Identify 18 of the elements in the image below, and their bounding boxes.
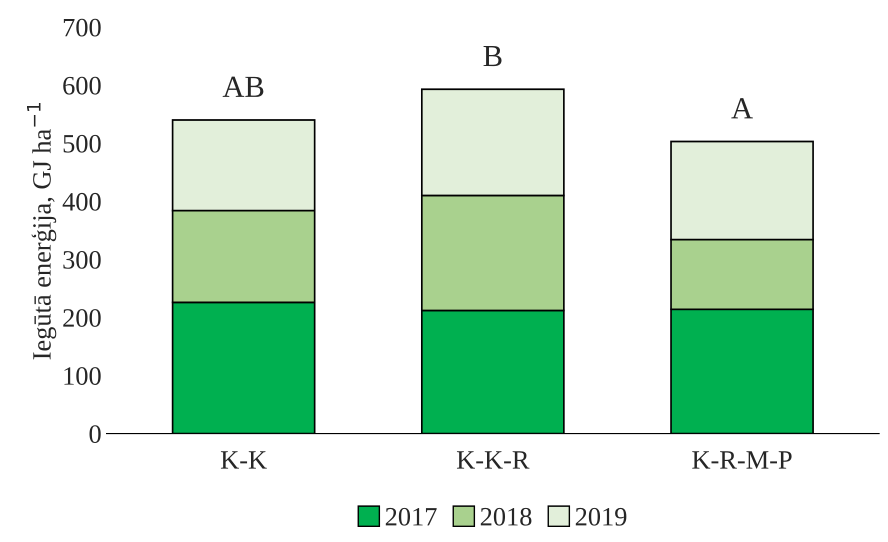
y-tick-label: 0: [90, 425, 101, 444]
y-tick-label: 200: [63, 309, 101, 327]
legend-label: 2019: [576, 508, 626, 526]
y-tick-label: 300: [63, 250, 101, 269]
x-tick-label: K-R-M-P: [692, 451, 792, 469]
y-tick-label: 400: [62, 192, 101, 211]
y-tick-label: 100: [64, 367, 101, 385]
y-tick-label: 700: [64, 18, 101, 37]
annotation: A: [731, 98, 753, 118]
y-tick-label: 500: [64, 134, 101, 153]
legend-label: 2017: [386, 508, 437, 526]
x-tick-label: K-K-R: [456, 451, 530, 469]
y-tick-label: 600: [63, 76, 101, 95]
legend-label: 2018: [480, 508, 532, 526]
x-tick-label: K-K: [220, 451, 267, 469]
annotation: AB: [222, 76, 264, 97]
annotation: B: [484, 46, 502, 66]
y-axis-title: Iegūtā enerģija, GJ ha$^{−1}$: [27, 103, 56, 360]
